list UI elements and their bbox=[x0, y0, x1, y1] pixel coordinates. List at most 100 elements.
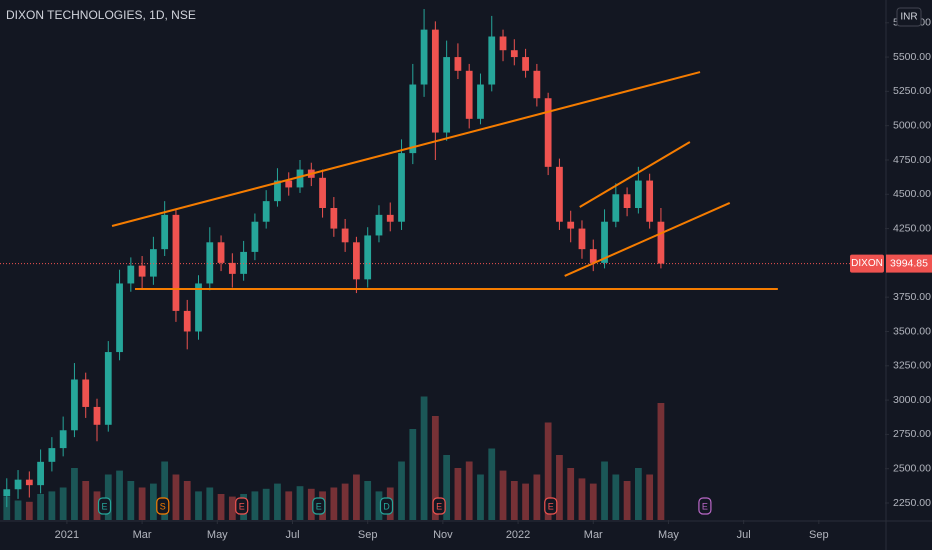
candle-body bbox=[443, 57, 451, 133]
candle-body bbox=[285, 180, 293, 188]
volume-bar bbox=[138, 487, 146, 520]
candle-body bbox=[522, 57, 529, 71]
volume-bar bbox=[262, 488, 270, 520]
candle-body bbox=[3, 489, 11, 497]
volume-bar bbox=[3, 496, 11, 520]
event-label: E bbox=[702, 501, 708, 511]
candle-body bbox=[127, 265, 135, 284]
candle-body bbox=[646, 180, 654, 222]
x-tick-label: Jul bbox=[737, 529, 751, 541]
volume-bar bbox=[14, 500, 22, 520]
volume-bar bbox=[353, 474, 360, 520]
trendline bbox=[564, 202, 731, 277]
volume-bar bbox=[510, 481, 518, 520]
candle-body bbox=[240, 251, 248, 274]
volume-bar bbox=[59, 487, 67, 520]
volume-bar bbox=[375, 491, 383, 520]
volume-bar bbox=[612, 474, 620, 520]
y-tick-label: 4500.00 bbox=[893, 188, 931, 200]
volume-bar bbox=[623, 481, 631, 520]
candle-body bbox=[612, 194, 620, 222]
y-tick-label: 3500.00 bbox=[893, 325, 931, 337]
volume-bar bbox=[341, 483, 349, 520]
last-price-label: 3994.85 bbox=[890, 257, 928, 269]
candle-body bbox=[431, 29, 439, 133]
candle-body bbox=[589, 249, 597, 263]
candle-body bbox=[477, 84, 484, 119]
volume-bar bbox=[420, 396, 428, 520]
candle-body bbox=[217, 242, 225, 263]
event-label: S bbox=[160, 501, 166, 511]
volume-bar bbox=[296, 486, 304, 520]
candle-body bbox=[623, 194, 631, 208]
volume-bar bbox=[48, 491, 56, 520]
candle-body bbox=[567, 221, 575, 229]
x-tick-label: Mar bbox=[584, 529, 603, 541]
volume-bar bbox=[116, 470, 123, 520]
candle-body bbox=[48, 448, 56, 462]
volume-bar bbox=[217, 494, 225, 520]
candle-body bbox=[274, 180, 281, 202]
candle-body bbox=[195, 283, 202, 332]
volume-bar bbox=[499, 470, 507, 520]
y-tick-label: 2250.00 bbox=[893, 497, 931, 509]
y-tick-label: 2500.00 bbox=[893, 462, 931, 474]
volume-bar bbox=[25, 501, 33, 520]
x-tick-label: Mar bbox=[133, 529, 152, 541]
candle-body bbox=[14, 479, 22, 490]
candle-body bbox=[138, 265, 146, 277]
candle-body bbox=[578, 228, 586, 250]
event-label: E bbox=[436, 501, 442, 511]
volume-bar bbox=[183, 481, 191, 520]
candle-body bbox=[71, 379, 78, 431]
candle-body bbox=[465, 70, 473, 119]
y-tick-label: 5500.00 bbox=[893, 51, 931, 63]
event-marker bbox=[312, 497, 326, 515]
x-tick-label: Sep bbox=[809, 529, 829, 541]
candle-body bbox=[206, 242, 214, 284]
volume-bar bbox=[454, 468, 462, 520]
volume-bar bbox=[544, 422, 552, 520]
event-label: D bbox=[383, 501, 390, 511]
y-tick-label: 4250.00 bbox=[893, 222, 931, 234]
candle-body bbox=[319, 177, 326, 208]
event-marker bbox=[432, 497, 446, 515]
event-marker bbox=[379, 497, 394, 515]
candle-body bbox=[544, 98, 552, 167]
candle-body bbox=[454, 57, 462, 71]
volume-bar bbox=[228, 496, 236, 520]
volume-bar bbox=[172, 474, 180, 520]
volume-bar bbox=[285, 491, 293, 520]
candle-body bbox=[296, 169, 304, 188]
volume-bar bbox=[488, 448, 496, 520]
volume-bar bbox=[646, 474, 654, 520]
volume-bar bbox=[398, 461, 405, 520]
volume-bar bbox=[251, 491, 259, 520]
candle-body bbox=[375, 214, 383, 236]
volume-bar bbox=[567, 468, 575, 520]
event-label: E bbox=[548, 501, 554, 511]
x-tick-label: May bbox=[207, 529, 228, 541]
volume-bar bbox=[477, 474, 484, 520]
candle-body bbox=[82, 379, 90, 407]
volume-bar bbox=[634, 468, 642, 520]
volume-bar bbox=[657, 403, 665, 520]
event-label: E bbox=[316, 501, 322, 511]
volume-bar bbox=[431, 416, 439, 520]
x-tick-label: Sep bbox=[358, 529, 378, 541]
candle-body bbox=[104, 352, 112, 425]
candle-body bbox=[353, 242, 360, 280]
candle-body bbox=[330, 208, 338, 229]
y-tick-label: 3000.00 bbox=[893, 394, 931, 406]
volume-bar bbox=[206, 487, 214, 520]
candle-body bbox=[420, 29, 428, 85]
trendline bbox=[579, 141, 691, 208]
volume-bar bbox=[274, 483, 281, 520]
candle-body bbox=[601, 221, 608, 263]
candle-body bbox=[116, 283, 123, 353]
volume-bar bbox=[409, 429, 417, 520]
volume-bar bbox=[161, 461, 169, 520]
y-tick-label: 5000.00 bbox=[893, 119, 931, 131]
candle-body bbox=[533, 70, 541, 99]
volume-bar bbox=[71, 468, 78, 520]
